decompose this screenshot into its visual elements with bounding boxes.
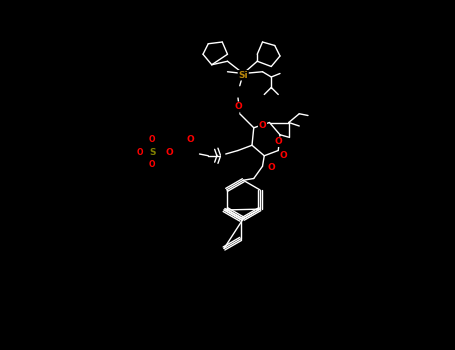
Text: O: O	[258, 121, 266, 131]
Text: S: S	[149, 148, 156, 157]
Text: O: O	[234, 102, 242, 111]
Text: Si: Si	[238, 71, 248, 80]
Text: O: O	[137, 148, 143, 157]
Text: O: O	[149, 135, 156, 145]
Text: O: O	[274, 137, 282, 146]
Text: O: O	[280, 151, 288, 160]
Text: O: O	[166, 148, 174, 157]
Text: O: O	[268, 163, 275, 173]
Text: O: O	[149, 160, 156, 169]
Text: O: O	[187, 135, 195, 145]
